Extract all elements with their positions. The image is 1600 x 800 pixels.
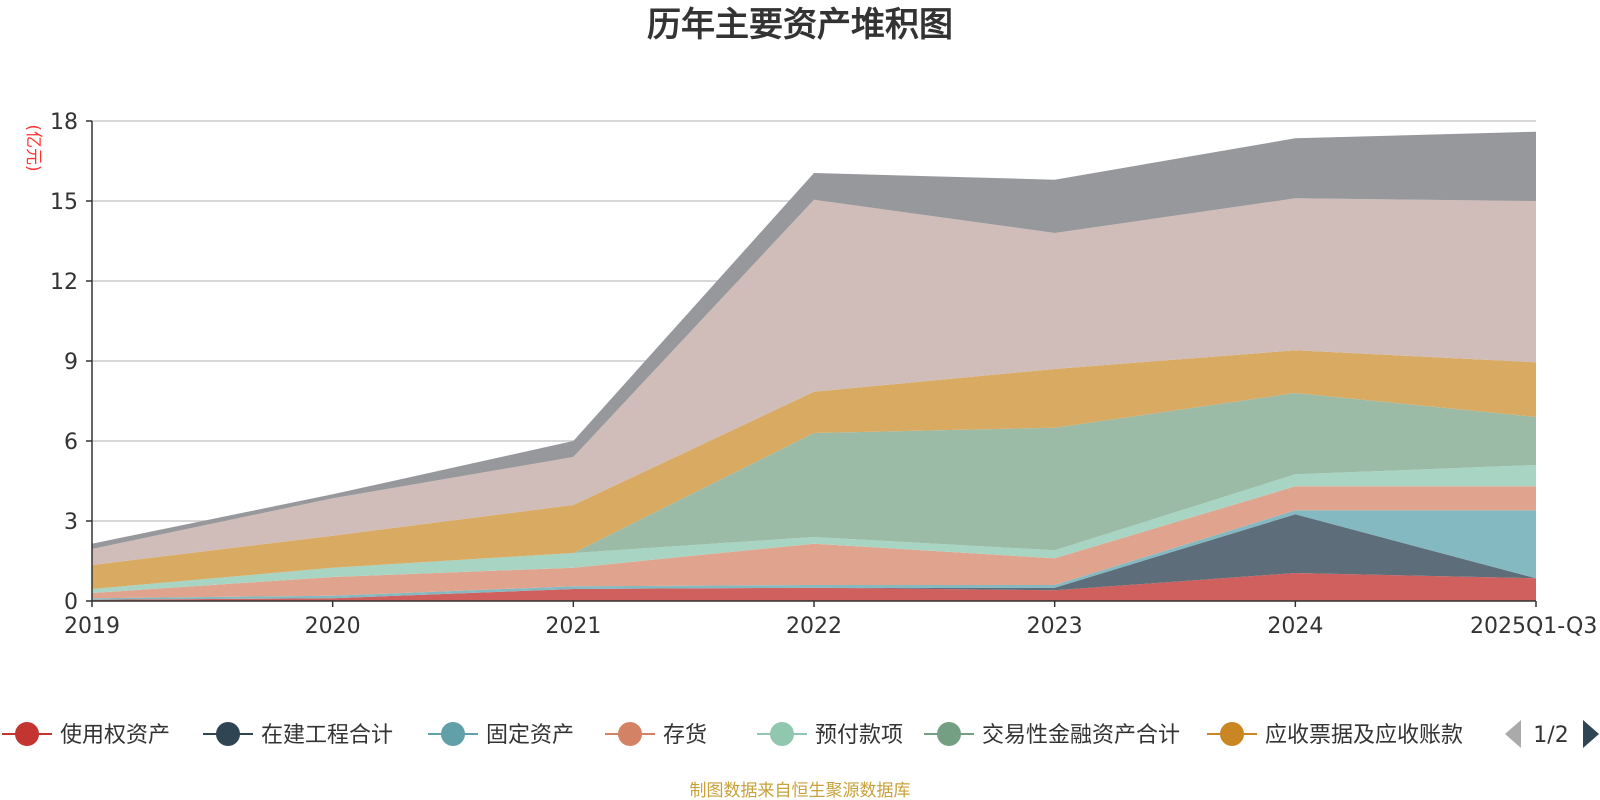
y-tick-label: 6 [64,430,78,455]
y-axis-unit-label: (亿元) [23,124,43,171]
area-series [92,465,1536,593]
axes: 0 3 6 9 12 15 18 2019 2020 2021 2022 2023 2024 2025Q1… [50,110,1597,639]
x-tick-label: 2020 [305,614,361,639]
area-series [92,510,1536,600]
chart-title: 历年主要资产堆积图 [647,5,953,45]
legend-marker [618,722,642,746]
area-series [92,573,1536,601]
legend-marker [15,722,39,746]
y-tick-label: 12 [50,270,78,295]
area-series [92,350,1536,589]
stacked-areas [92,131,1536,601]
legend-item[interactable]: 应收票据及应收账款 [1207,722,1463,748]
legend-label: 固定资产 [486,723,574,748]
legend-label: 存货 [663,723,707,748]
area-series [92,198,1536,566]
legend-prev-page-icon[interactable] [1505,720,1521,748]
y-tick-label: 9 [64,350,78,375]
legend-item[interactable]: 存货 [605,722,707,748]
legend-label: 使用权资产 [60,723,170,748]
x-tick-label: 2021 [545,614,601,639]
legend-next-page-icon[interactable] [1583,720,1599,748]
legend-item[interactable]: 交易性金融资产合计 [924,722,1180,748]
area-series [92,393,1536,589]
legend-label: 预付款项 [815,723,903,748]
legend-marker [216,722,240,746]
legend-marker [441,722,465,746]
y-tick-label: 15 [50,190,78,215]
legend-item[interactable]: 在建工程合计 [203,722,393,748]
legend-marker [770,722,794,746]
y-tick-label: 0 [64,590,78,615]
area-series [92,486,1536,599]
y-tick-label: 3 [64,510,78,535]
x-tick-label: 2024 [1267,614,1323,639]
legend-page-indicator: 1/2 [1533,723,1568,748]
legend-label: 应收票据及应收账款 [1265,723,1463,748]
area-series [92,514,1536,600]
legend-item[interactable]: 固定资产 [428,722,574,748]
x-tick-label: 2022 [786,614,842,639]
legend-item[interactable]: 使用权资产 [2,722,170,748]
area-series [92,131,1536,549]
legend: 使用权资产 在建工程合计 固定资产 存货 预付款项 交易性金融资产合计 应收票据及应收账款 1… [2,720,1599,748]
x-tick-label: 2025Q1-Q3 [1470,614,1597,639]
x-tick-label: 2023 [1027,614,1083,639]
legend-label: 在建工程合计 [261,723,393,748]
legend-marker [937,722,961,746]
legend-label: 交易性金融资产合计 [982,723,1180,748]
y-tick-label: 18 [50,110,78,135]
x-tick-label: 2019 [64,614,120,639]
legend-item[interactable]: 预付款项 [757,722,903,748]
legend-marker [1220,722,1244,746]
source-note: 制图数据来自恒生聚源数据库 [690,781,911,800]
